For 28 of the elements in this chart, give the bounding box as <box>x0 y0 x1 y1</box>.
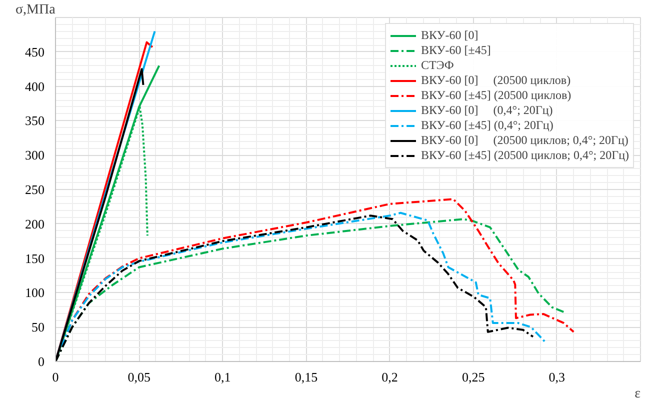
y-tick-label: 50 <box>32 320 44 335</box>
legend-label: ВКУ-60 [±45] (20500 циклов) <box>421 88 572 103</box>
y-tick-label: 350 <box>25 113 44 128</box>
legend-label: ВКУ-60 [±45] (0,4°; 20Гц) <box>421 118 554 133</box>
y-tick-label: 200 <box>25 216 44 232</box>
y-tick-label: 0 <box>38 354 44 369</box>
y-tick-label: 450 <box>25 44 44 60</box>
x-tick-label: 0,3 <box>548 370 566 384</box>
x-tick-label: 0,25 <box>462 370 485 384</box>
x-axis-title: ε <box>634 386 641 401</box>
x-tick-label: 0,1 <box>214 370 231 384</box>
legend-label: ВКУ-60 [0] (20500 циклов) <box>421 73 571 88</box>
legend-label: ВКУ-60 [0] <box>421 28 478 43</box>
legend-label: ВКУ-60 [±45] <box>421 43 491 58</box>
x-tick-label: 0,05 <box>128 370 150 384</box>
y-tick-label: 250 <box>25 182 44 197</box>
legend-label: ВКУ-60 [±45] (20500 циклов; 0,4°; 20Гц) <box>421 148 629 163</box>
x-tick-label: 0 <box>52 370 59 384</box>
y-tick-label: 300 <box>25 148 44 163</box>
x-tick-label: 0,15 <box>294 370 318 384</box>
y-tick-label: 150 <box>25 250 44 266</box>
y-tick-label: 100 <box>25 285 44 300</box>
y-axis-title: σ,МПа <box>16 2 56 18</box>
legend-label: ВКУ-60 [0] (20500 циклов; 0,4°; 20Гц) <box>421 133 628 148</box>
x-tick-label: 0,2 <box>382 370 398 384</box>
legend-label: СТЭФ <box>421 58 454 73</box>
y-tick-label: 400 <box>25 78 44 94</box>
legend-label: ВКУ-60 [0] (0,4°; 20Гц) <box>421 103 553 118</box>
